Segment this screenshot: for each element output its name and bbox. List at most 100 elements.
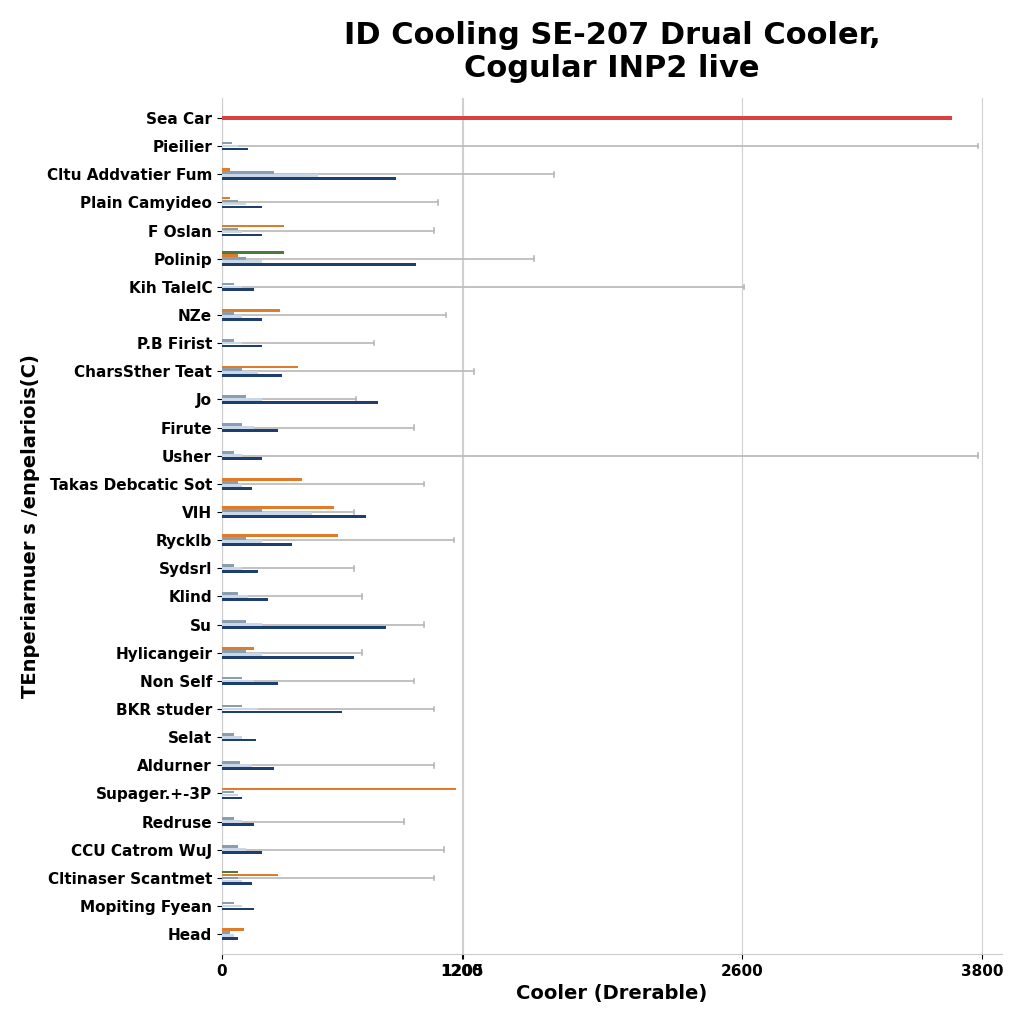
Bar: [222, 738, 256, 741]
Bar: [222, 787, 456, 791]
Bar: [222, 535, 338, 537]
Bar: [222, 429, 278, 432]
Bar: [222, 174, 317, 177]
Bar: [222, 680, 254, 682]
Bar: [222, 708, 258, 711]
Bar: [222, 197, 229, 200]
Bar: [222, 283, 233, 286]
Bar: [222, 401, 378, 403]
Bar: [222, 395, 246, 397]
Bar: [222, 345, 262, 347]
Bar: [222, 817, 233, 820]
Bar: [222, 286, 242, 288]
Bar: [222, 230, 242, 233]
Bar: [222, 880, 242, 883]
Bar: [222, 932, 229, 934]
Bar: [222, 200, 238, 203]
Bar: [222, 647, 254, 649]
Bar: [222, 883, 252, 885]
Bar: [222, 515, 366, 518]
Bar: [222, 455, 242, 457]
Bar: [222, 627, 386, 629]
Bar: [222, 849, 246, 851]
Bar: [222, 653, 262, 655]
Bar: [222, 761, 240, 764]
Bar: [222, 398, 262, 400]
Bar: [222, 177, 396, 180]
Bar: [222, 260, 262, 263]
Bar: [222, 206, 262, 208]
Bar: [222, 544, 292, 546]
Bar: [222, 487, 252, 489]
Bar: [222, 147, 248, 151]
Bar: [222, 116, 952, 120]
Bar: [222, 711, 342, 714]
Bar: [222, 512, 312, 515]
Bar: [222, 570, 258, 572]
Bar: [222, 144, 238, 147]
Bar: [222, 233, 262, 237]
Bar: [222, 375, 282, 377]
Bar: [222, 252, 284, 254]
Bar: [222, 650, 246, 652]
Bar: [222, 567, 242, 569]
Bar: [222, 141, 231, 144]
Bar: [222, 870, 238, 873]
Bar: [222, 851, 262, 854]
Bar: [222, 458, 262, 460]
Bar: [222, 506, 334, 509]
Bar: [222, 791, 233, 794]
Bar: [222, 797, 242, 799]
Bar: [222, 452, 233, 454]
Bar: [222, 541, 262, 543]
Bar: [222, 902, 233, 904]
Bar: [222, 794, 238, 797]
Bar: [222, 873, 278, 877]
Bar: [222, 366, 298, 369]
Bar: [222, 254, 238, 257]
Bar: [222, 318, 262, 321]
Bar: [222, 372, 258, 374]
Bar: [222, 369, 242, 371]
Bar: [222, 339, 233, 342]
Bar: [222, 289, 254, 291]
Bar: [222, 905, 242, 907]
Bar: [222, 342, 242, 344]
Bar: [222, 481, 238, 483]
Bar: [222, 823, 254, 826]
Bar: [222, 736, 242, 738]
Bar: [222, 934, 233, 937]
Bar: [222, 315, 242, 317]
Bar: [222, 595, 248, 598]
Bar: [222, 538, 246, 540]
Bar: [222, 929, 244, 931]
Bar: [222, 820, 242, 823]
Bar: [222, 846, 238, 848]
Bar: [222, 509, 262, 512]
X-axis label: Cooler (Drerable): Cooler (Drerable): [516, 984, 708, 1004]
Bar: [222, 764, 252, 767]
Bar: [222, 683, 278, 685]
Bar: [222, 705, 242, 708]
Bar: [222, 592, 238, 595]
Bar: [222, 423, 242, 426]
Bar: [222, 733, 233, 735]
Bar: [222, 677, 242, 679]
Bar: [222, 426, 254, 429]
Bar: [222, 309, 280, 312]
Bar: [222, 478, 302, 480]
Bar: [222, 257, 246, 260]
Bar: [222, 263, 416, 266]
Y-axis label: TEnperiarnuer s /enpelariois(C): TEnperiarnuer s /enpelariois(C): [20, 354, 40, 698]
Bar: [222, 767, 273, 770]
Bar: [222, 564, 233, 566]
Bar: [222, 937, 238, 940]
Bar: [222, 907, 254, 910]
Bar: [222, 225, 284, 227]
Bar: [222, 312, 233, 314]
Bar: [222, 203, 246, 205]
Bar: [222, 655, 354, 658]
Bar: [222, 624, 262, 626]
Bar: [222, 598, 268, 601]
Bar: [222, 169, 229, 171]
